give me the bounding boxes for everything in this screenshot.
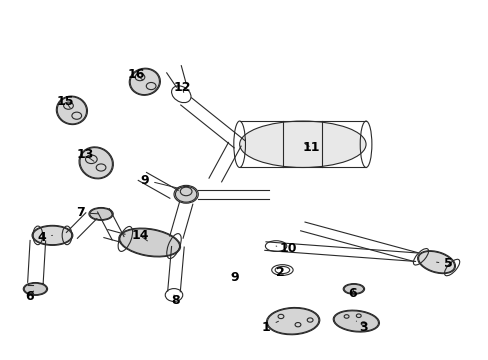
Ellipse shape bbox=[129, 68, 160, 95]
Text: 14: 14 bbox=[131, 229, 148, 242]
Ellipse shape bbox=[417, 251, 455, 274]
Text: 12: 12 bbox=[173, 81, 191, 94]
Text: 9: 9 bbox=[140, 174, 178, 188]
Ellipse shape bbox=[23, 283, 47, 296]
Ellipse shape bbox=[343, 284, 364, 294]
Ellipse shape bbox=[119, 228, 180, 257]
Ellipse shape bbox=[174, 185, 198, 203]
Text: 9: 9 bbox=[230, 271, 239, 284]
Text: 2: 2 bbox=[275, 266, 284, 279]
Ellipse shape bbox=[266, 307, 319, 335]
Text: 6: 6 bbox=[25, 289, 34, 303]
Text: 15: 15 bbox=[57, 95, 74, 108]
Ellipse shape bbox=[56, 96, 87, 125]
Text: 4: 4 bbox=[37, 231, 52, 244]
Ellipse shape bbox=[32, 225, 73, 246]
Text: 13: 13 bbox=[76, 148, 94, 162]
Text: 10: 10 bbox=[276, 242, 296, 255]
Text: 8: 8 bbox=[171, 294, 180, 307]
Text: 6: 6 bbox=[347, 287, 356, 300]
Text: 3: 3 bbox=[356, 321, 367, 334]
Text: 7: 7 bbox=[76, 206, 98, 219]
Ellipse shape bbox=[332, 310, 379, 332]
Ellipse shape bbox=[89, 207, 113, 220]
Text: 16: 16 bbox=[127, 68, 145, 81]
Text: 5: 5 bbox=[436, 257, 452, 270]
Ellipse shape bbox=[79, 147, 113, 179]
Ellipse shape bbox=[239, 121, 366, 167]
Text: 11: 11 bbox=[302, 141, 320, 154]
Text: 1: 1 bbox=[262, 321, 278, 334]
